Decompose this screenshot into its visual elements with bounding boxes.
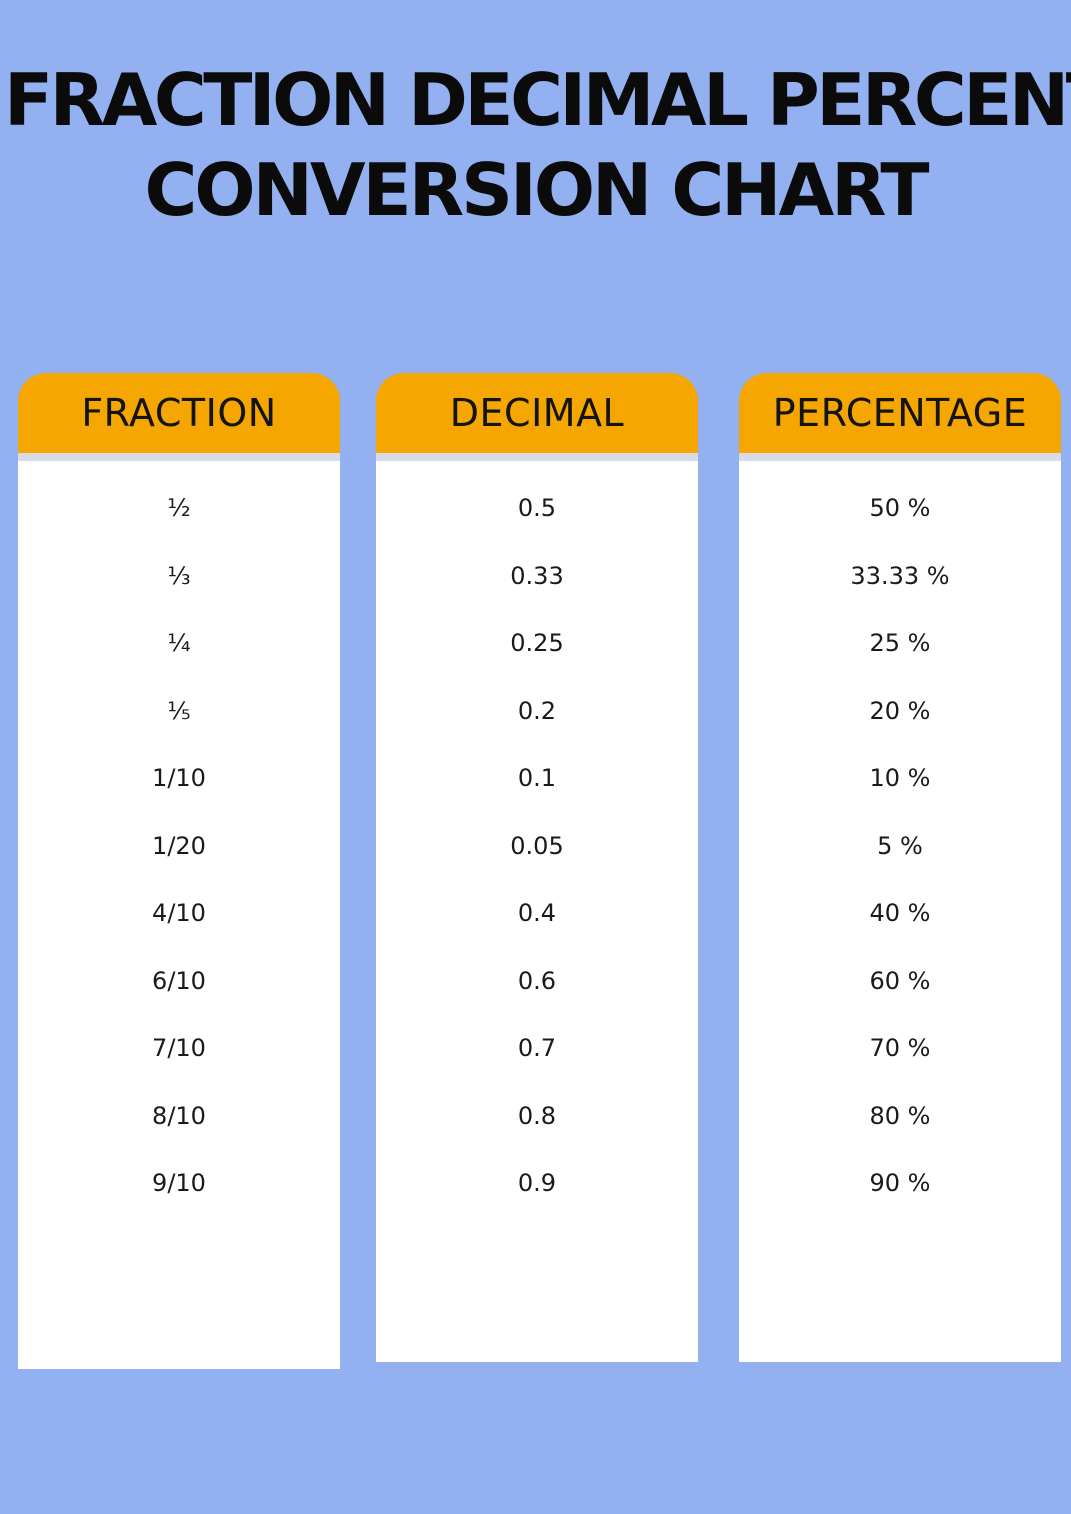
- decimal-cell: 0.6: [517, 967, 557, 995]
- percentage-cell: 5 %: [877, 832, 923, 860]
- header-divider: [376, 453, 698, 461]
- decimal-cell: 0.33: [510, 562, 564, 590]
- fraction-cell: ½: [167, 494, 191, 522]
- percentage-cell: 33.33 %: [850, 562, 950, 590]
- fraction-header: FRACTION: [18, 373, 340, 453]
- fraction-cell: ¼: [167, 629, 191, 657]
- percentage-cell: 40 %: [869, 899, 931, 927]
- decimal-cell: 0.25: [510, 629, 564, 657]
- percentage-panel: 50 % 33.33 % 25 % 20 % 10 % 5 % 40 % 60 …: [739, 461, 1061, 1362]
- decimal-column: DECIMAL 0.5 0.33 0.25 0.2 0.1 0.05 0.4 0…: [376, 373, 698, 1362]
- fraction-cell: 8/10: [152, 1102, 206, 1130]
- page-title-line-2: CONVERSION CHART: [144, 148, 930, 232]
- fraction-cell: ⅓: [167, 562, 191, 590]
- percentage-cell: 80 %: [869, 1102, 931, 1130]
- fraction-cell: 6/10: [152, 967, 206, 995]
- fraction-panel: ½ ⅓ ¼ ⅕ 1/10 1/20 4/10 6/10 7/10 8/10 9/…: [18, 461, 340, 1369]
- fraction-cell: 4/10: [152, 899, 206, 927]
- decimal-cell: 0.05: [510, 832, 564, 860]
- percentage-cell: 90 %: [869, 1169, 931, 1197]
- percentage-cell: 20 %: [869, 697, 931, 725]
- page-title-line-1: FRACTION DECIMAL PERCENT: [4, 58, 1071, 142]
- decimal-header: DECIMAL: [376, 373, 698, 453]
- percentage-column: PERCENTAGE 50 % 33.33 % 25 % 20 % 10 % 5…: [739, 373, 1061, 1362]
- header-divider: [18, 453, 340, 461]
- decimal-cell: 0.7: [517, 1034, 557, 1062]
- percentage-cell: 25 %: [869, 629, 931, 657]
- percentage-header: PERCENTAGE: [739, 373, 1061, 453]
- percentage-cell: 50 %: [869, 494, 931, 522]
- decimal-cell: 0.5: [517, 494, 557, 522]
- decimal-panel: 0.5 0.33 0.25 0.2 0.1 0.05 0.4 0.6 0.7 0…: [376, 461, 698, 1362]
- percentage-cell: 70 %: [869, 1034, 931, 1062]
- percentage-cell: 10 %: [869, 764, 931, 792]
- header-divider: [739, 453, 1061, 461]
- fraction-cell: 1/20: [152, 832, 206, 860]
- decimal-cell: 0.8: [517, 1102, 557, 1130]
- decimal-cell: 0.1: [517, 764, 557, 792]
- fraction-cell: 9/10: [152, 1169, 206, 1197]
- percentage-cell: 60 %: [869, 967, 931, 995]
- fraction-cell: ⅕: [167, 697, 191, 725]
- fraction-cell: 1/10: [152, 764, 206, 792]
- fraction-cell: 7/10: [152, 1034, 206, 1062]
- fraction-column: FRACTION ½ ⅓ ¼ ⅕ 1/10 1/20 4/10 6/10 7/1…: [18, 373, 340, 1369]
- decimal-cell: 0.2: [517, 697, 557, 725]
- decimal-cell: 0.9: [517, 1169, 557, 1197]
- decimal-cell: 0.4: [517, 899, 557, 927]
